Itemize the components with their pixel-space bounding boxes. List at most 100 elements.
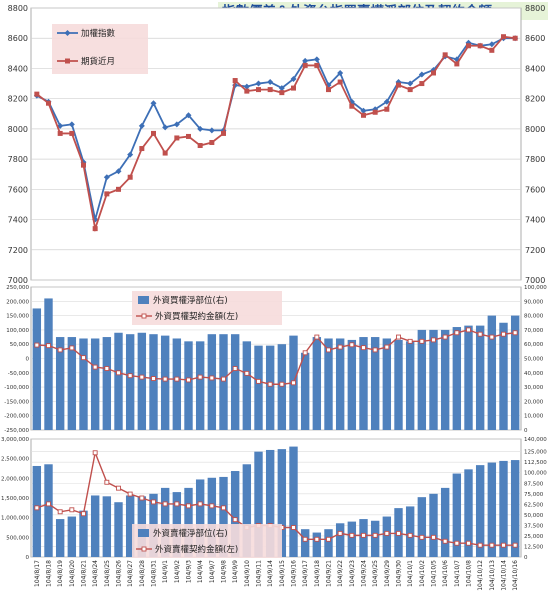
- bar: [475, 465, 485, 557]
- point: [256, 378, 261, 384]
- point-index: [127, 151, 134, 158]
- point: [139, 374, 145, 380]
- point-futures: [46, 100, 51, 106]
- point: [116, 485, 121, 491]
- point: [46, 343, 51, 349]
- point: [442, 538, 448, 544]
- bar: [370, 520, 380, 557]
- bar: [265, 449, 275, 557]
- point-index: [197, 125, 204, 132]
- point: [501, 331, 506, 337]
- point: [384, 530, 390, 536]
- bar: [335, 338, 345, 430]
- y-tick-left: -50,000: [8, 371, 30, 377]
- panel-put-positions: 0 500,000 1,000,000 1,500,000 2,000,000 2,500…: [1, 437, 547, 561]
- point-index: [173, 121, 180, 128]
- y-tick-left: 8400: [8, 64, 28, 73]
- x-tick-date: 104/8/24: [92, 560, 99, 587]
- point: [209, 503, 215, 509]
- x-tick-date: 104/10/8: [466, 560, 473, 587]
- bar: [359, 337, 368, 430]
- bar: [172, 338, 182, 430]
- bar: [499, 322, 508, 430]
- bar: [44, 464, 53, 557]
- point: [314, 334, 320, 340]
- bar: [207, 334, 217, 430]
- y-tick-left: 8600: [8, 34, 28, 43]
- bar: [137, 332, 147, 430]
- x-tick-date: 104/10/16: [512, 560, 519, 591]
- legend-label-bar: 外資買權淨部位(右): [153, 295, 228, 306]
- bar: [195, 341, 205, 430]
- y-tick-left: -200,000: [4, 414, 29, 420]
- legend-label-bar: 外資賣權淨部位(右): [153, 528, 228, 539]
- point-index: [290, 76, 297, 83]
- bar: [300, 529, 310, 557]
- y-tick-right: 7600: [525, 185, 545, 194]
- bar: [487, 462, 497, 557]
- point-index: [162, 124, 169, 131]
- y-tick-right: 12,500: [524, 544, 544, 550]
- bar: [405, 341, 415, 430]
- point: [221, 376, 226, 382]
- bar: [160, 335, 170, 430]
- bar: [429, 493, 438, 557]
- bar: [452, 473, 462, 557]
- bar: [79, 510, 88, 557]
- y-tick-left: 3,000,000: [1, 437, 29, 443]
- y-tick-right: 25,000: [524, 534, 544, 540]
- y-tick-right: 37,500: [524, 523, 544, 529]
- y-tick-right: 125,000: [524, 450, 547, 456]
- point: [162, 376, 168, 382]
- point-futures: [489, 47, 495, 53]
- x-tick-date: 104/9/25: [372, 560, 379, 587]
- point: [489, 334, 495, 340]
- bar: [312, 532, 322, 557]
- y-tick-right: 0: [524, 428, 528, 434]
- bar: [405, 506, 415, 557]
- point-futures: [477, 43, 483, 49]
- point-index: [115, 168, 122, 175]
- y-tick-right: 87,500: [524, 481, 544, 487]
- point: [81, 511, 86, 517]
- y-tick-right: 62,500: [524, 502, 544, 508]
- point: [396, 334, 401, 340]
- point: [104, 366, 110, 371]
- point: [512, 542, 518, 548]
- point: [361, 532, 366, 538]
- point-futures: [209, 139, 215, 145]
- point: [326, 536, 331, 542]
- y-tick-left: 8800: [8, 4, 28, 13]
- point-futures: [407, 87, 413, 93]
- point-futures: [279, 90, 285, 96]
- bar: [114, 332, 123, 430]
- point: [186, 503, 191, 509]
- bar: [149, 334, 158, 430]
- point: [466, 327, 471, 333]
- x-tick-date: 104/9/23: [349, 560, 356, 587]
- x-tick-date: 104/9/16: [291, 560, 298, 587]
- bar: [382, 516, 392, 557]
- x-tick-date: 104/8/18: [46, 560, 53, 587]
- point-futures: [396, 82, 401, 88]
- y-tick-left: 200,000: [6, 299, 29, 305]
- point-futures: [314, 62, 320, 68]
- bar: [464, 325, 473, 430]
- point-futures: [302, 62, 308, 68]
- y-tick-right: 7400: [525, 216, 545, 225]
- point-index: [302, 57, 309, 64]
- x-tick-date: 104/8/25: [104, 560, 111, 587]
- point: [197, 374, 203, 380]
- y-tick-right: 7800: [525, 155, 545, 164]
- x-tick-date: 104/10/12: [477, 560, 484, 591]
- point-futures: [232, 78, 238, 84]
- y-tick-right: 20,000: [524, 399, 544, 405]
- bar: [499, 460, 508, 557]
- x-tick-date: 104/9/4: [197, 560, 204, 583]
- x-tick-date: 104/8/17: [34, 560, 41, 587]
- point: [267, 381, 273, 387]
- x-tick-date: 104/9/1: [162, 560, 169, 583]
- point: [407, 338, 413, 344]
- bar: [90, 338, 100, 430]
